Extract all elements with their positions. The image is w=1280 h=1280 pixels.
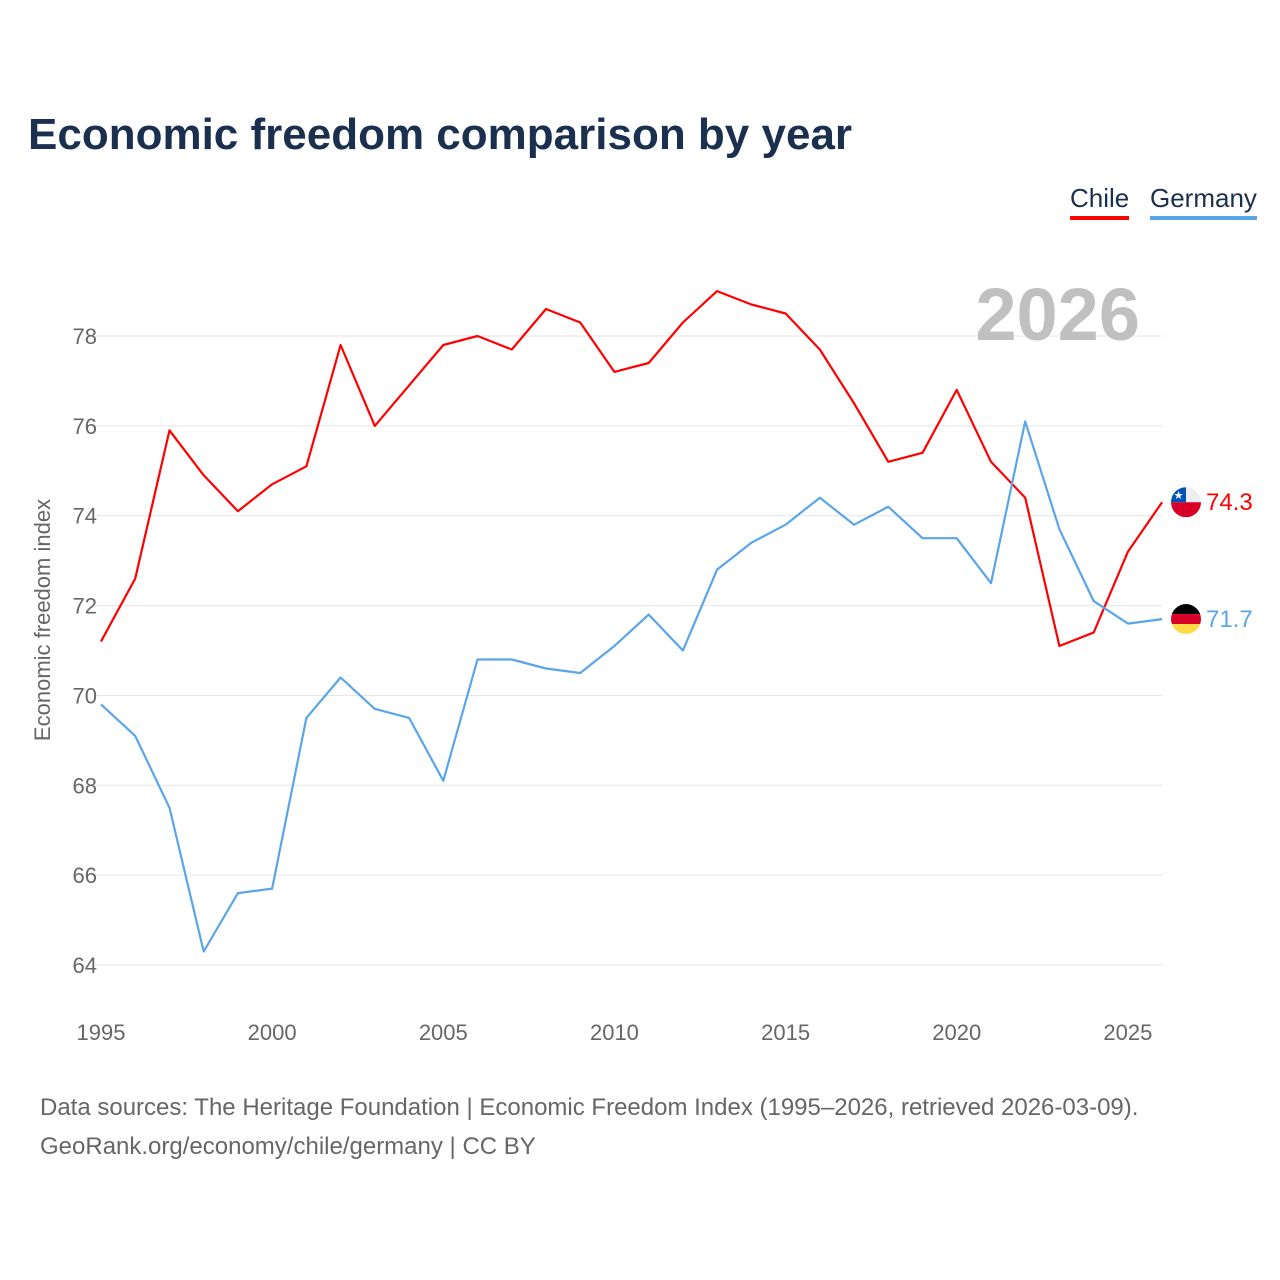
x-tick-label: 2000 [248,1020,297,1045]
data-point-germany[interactable] [338,674,344,680]
data-point-chile[interactable] [954,387,960,393]
data-point-germany[interactable] [611,643,617,649]
data-point-chile[interactable] [372,423,378,429]
x-tick-label: 2005 [419,1020,468,1045]
end-value-label-germany: 71.7 [1206,606,1253,633]
x-tick-label: 2010 [590,1020,639,1045]
data-point-germany[interactable] [988,580,994,586]
data-point-chile[interactable] [748,302,754,308]
data-point-germany[interactable] [1056,526,1062,532]
data-point-germany[interactable] [885,504,891,510]
legend-germany[interactable]: Germany [1150,183,1257,220]
y-tick-label: 76 [73,414,97,439]
x-tick-label: 1995 [77,1020,126,1045]
data-point-chile[interactable] [269,481,275,487]
data-point-chile[interactable] [201,472,207,478]
data-point-chile[interactable] [1022,495,1028,501]
data-point-chile[interactable] [577,320,583,326]
y-tick-label: 72 [73,594,97,619]
data-point-chile[interactable] [132,576,138,582]
data-point-germany[interactable] [543,665,549,671]
x-tick-label: 2015 [761,1020,810,1045]
svg-text:★: ★ [1174,490,1184,502]
y-tick-label: 78 [73,324,97,349]
data-point-germany[interactable] [783,522,789,528]
data-point-chile[interactable] [851,400,857,406]
footer: Data sources: The Heritage Foundation | … [40,1088,1138,1166]
data-point-germany[interactable] [509,656,515,662]
flag-icon-germany [1171,604,1201,635]
data-point-germany[interactable] [1091,598,1097,604]
y-tick-label: 68 [73,773,97,798]
y-tick-label: 70 [73,683,97,708]
footer-link[interactable]: GeoRank.org/economy/chile/germany | CC B… [40,1133,536,1160]
year-watermark: 2026 [975,273,1140,356]
data-point-germany[interactable] [646,612,652,618]
data-point-germany[interactable] [303,715,309,721]
data-point-chile[interactable] [988,459,994,465]
data-point-germany[interactable] [954,535,960,541]
data-point-chile[interactable] [543,306,549,312]
data-point-chile[interactable] [646,360,652,366]
y-tick-label: 66 [73,863,97,888]
data-point-chile[interactable] [475,333,481,339]
data-point-germany[interactable] [1159,616,1165,622]
data-point-chile[interactable] [920,450,926,456]
data-point-germany[interactable] [577,670,583,676]
data-point-germany[interactable] [201,949,207,955]
data-point-germany[interactable] [1022,418,1028,424]
data-point-chile[interactable] [338,342,344,348]
data-point-germany[interactable] [98,701,104,707]
data-point-chile[interactable] [166,427,172,433]
data-point-germany[interactable] [714,567,720,573]
data-point-germany[interactable] [680,648,686,654]
data-point-germany[interactable] [406,715,412,721]
data-point-germany[interactable] [235,890,241,896]
x-tick-label: 2025 [1103,1020,1152,1045]
data-point-chile[interactable] [783,311,789,317]
y-tick-label: 64 [73,953,97,978]
data-point-chile[interactable] [303,463,309,469]
data-point-germany[interactable] [475,656,481,662]
data-point-germany[interactable] [851,522,857,528]
data-point-chile[interactable] [1056,643,1062,649]
data-point-germany[interactable] [269,886,275,892]
data-point-chile[interactable] [611,369,617,375]
data-point-chile[interactable] [1125,549,1131,555]
data-point-chile[interactable] [98,639,104,645]
data-point-chile[interactable] [680,320,686,326]
data-point-chile[interactable] [235,508,241,514]
series-line-germany [100,420,1163,953]
footer-sources: Data sources: The Heritage Foundation | … [40,1094,1139,1121]
y-tick-label: 74 [73,504,97,529]
legend-chile[interactable]: Chile [1070,183,1130,220]
series-line-chile [100,290,1164,648]
y-axis-label: Economic freedom index [30,499,55,741]
x-tick-label: 2020 [932,1020,981,1045]
data-point-chile[interactable] [885,459,891,465]
data-point-germany[interactable] [372,706,378,712]
data-point-germany[interactable] [748,540,754,546]
data-point-chile[interactable] [1091,630,1097,636]
data-point-chile[interactable] [1159,499,1165,505]
data-point-germany[interactable] [166,805,172,811]
data-point-chile[interactable] [509,346,515,352]
data-point-chile[interactable] [406,382,412,388]
data-point-germany[interactable] [132,733,138,739]
data-point-chile[interactable] [714,288,720,294]
data-point-germany[interactable] [1125,621,1131,627]
data-point-germany[interactable] [920,535,926,541]
data-point-chile[interactable] [817,346,823,352]
data-point-germany[interactable] [440,778,446,784]
flag-icon-chile: ★ [1171,487,1201,518]
data-point-chile[interactable] [440,342,446,348]
data-point-germany[interactable] [817,495,823,501]
end-value-label-chile: 74.3 [1206,489,1253,516]
chart-title: Economic freedom comparison by year [28,110,853,159]
